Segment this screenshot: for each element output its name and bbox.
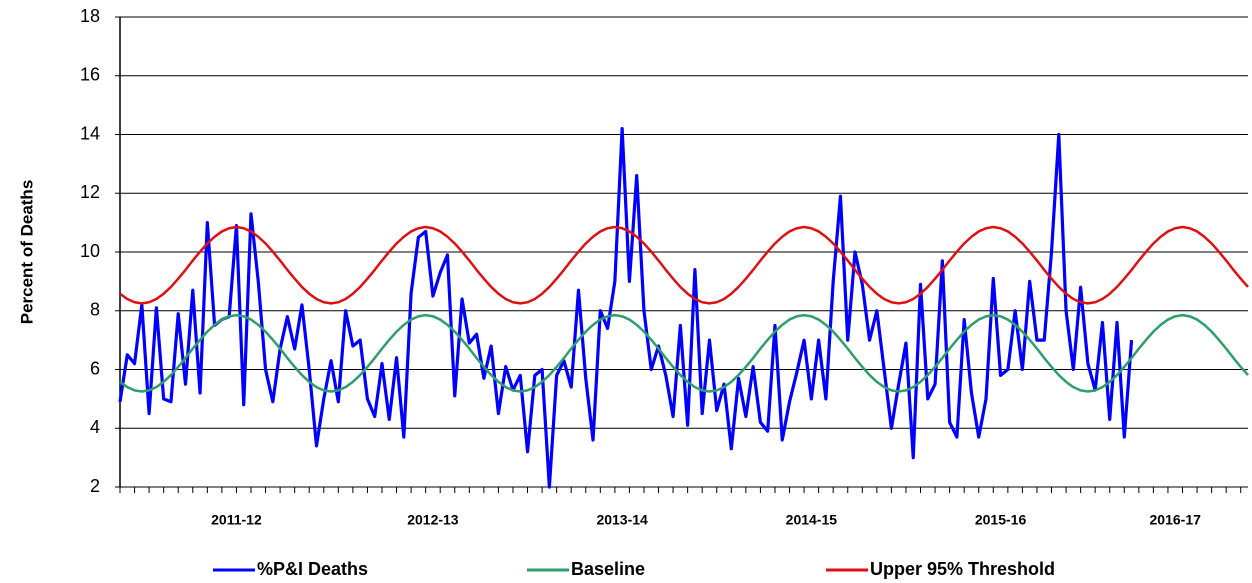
series-line — [119, 225, 1249, 305]
series-line — [119, 313, 1249, 393]
series-line — [118, 127, 1134, 489]
x-tick-label: 2016-17 — [1150, 512, 1202, 528]
x-tick-label: 2015-16 — [975, 512, 1027, 528]
y-tick-label: 12 — [80, 182, 100, 202]
y-tick-label: 16 — [80, 65, 100, 85]
legend-label: Baseline — [571, 559, 645, 579]
y-tick-label: 8 — [90, 300, 100, 320]
y-tick-label: 2 — [90, 476, 100, 496]
x-tick-label: 2012-13 — [407, 512, 459, 528]
y-tick-label: 10 — [80, 241, 100, 261]
legend-label: Upper 95% Threshold — [870, 559, 1055, 579]
x-tick-label: 2011-12 — [211, 512, 262, 528]
x-tick-label: 2014-15 — [786, 512, 838, 528]
y-tick-label: 18 — [80, 6, 100, 26]
x-tick-label: 2013-14 — [596, 512, 648, 528]
y-tick-label: 14 — [80, 123, 100, 143]
y-tick-label: 4 — [90, 417, 100, 437]
y-tick-label: 6 — [90, 358, 100, 378]
y-axis-label: Percent of Deaths — [17, 180, 36, 325]
legend-label: %P&I Deaths — [257, 559, 368, 579]
